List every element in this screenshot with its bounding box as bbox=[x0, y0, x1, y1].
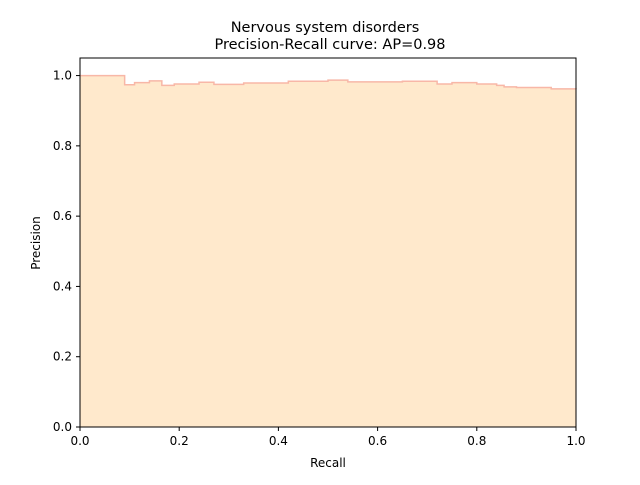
y-tick-label-2: 0.4 bbox=[53, 279, 72, 293]
chart-title: Nervous system disorders bbox=[231, 20, 420, 36]
x-tick-label-5: 1.0 bbox=[566, 434, 585, 448]
x-tick-label-4: 0.8 bbox=[467, 434, 486, 448]
y-tick-label-3: 0.6 bbox=[53, 209, 72, 223]
x-axis-label: Recall bbox=[310, 456, 346, 470]
axes-frame bbox=[79, 57, 577, 428]
x-tick-label-1: 0.2 bbox=[170, 434, 189, 448]
pr-step-line-0 bbox=[80, 74, 577, 90]
x-tick-label-2: 0.4 bbox=[269, 434, 288, 448]
y-tick-label-4: 0.8 bbox=[53, 139, 72, 153]
pr-area-fill-0 bbox=[80, 75, 576, 427]
y-tick-label-0: 0.0 bbox=[53, 420, 72, 434]
plot-area bbox=[80, 74, 577, 427]
axes: 0.0 0.2 0.4 0.6 0.8 1.0 0.0 0.2 0.4 0.6 0.8 1.0 bbox=[53, 57, 586, 448]
x-tick-label-3: 0.6 bbox=[368, 434, 387, 448]
chart-subtitle: Precision-Recall curve: AP=0.98 bbox=[214, 37, 445, 53]
x-tick-label-0: 0.0 bbox=[70, 434, 89, 448]
y-tick-label-5: 1.0 bbox=[53, 69, 72, 83]
y-tick-label-1: 0.2 bbox=[53, 350, 72, 364]
y-axis-label: Precision bbox=[29, 216, 43, 270]
